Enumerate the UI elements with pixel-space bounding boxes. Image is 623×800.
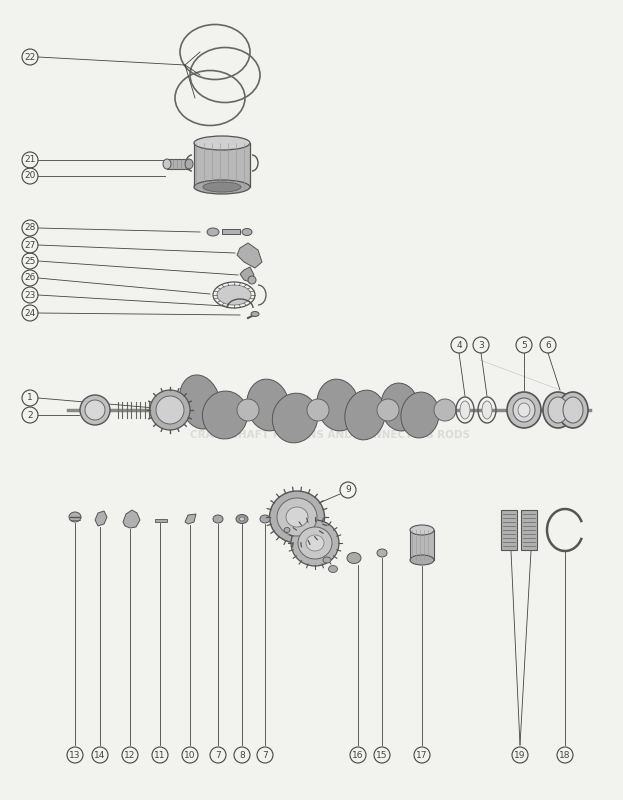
Text: 23: 23: [24, 290, 36, 299]
Ellipse shape: [272, 393, 318, 443]
Ellipse shape: [291, 520, 339, 566]
Text: 25: 25: [24, 257, 36, 266]
Ellipse shape: [377, 549, 387, 557]
Bar: [501, 510, 517, 550]
Ellipse shape: [377, 399, 399, 421]
Ellipse shape: [307, 399, 329, 421]
Ellipse shape: [248, 276, 256, 284]
Ellipse shape: [323, 557, 331, 563]
Ellipse shape: [194, 180, 250, 194]
Ellipse shape: [317, 379, 359, 431]
Bar: [410, 530, 434, 560]
Text: 19: 19: [514, 750, 526, 759]
Text: 10: 10: [184, 750, 196, 759]
Ellipse shape: [507, 392, 541, 428]
Text: 1: 1: [27, 394, 33, 402]
Ellipse shape: [150, 390, 190, 430]
Text: 22: 22: [24, 53, 36, 62]
Ellipse shape: [410, 555, 434, 565]
Ellipse shape: [239, 517, 244, 521]
Text: 14: 14: [94, 750, 106, 759]
Ellipse shape: [563, 397, 583, 423]
Ellipse shape: [286, 507, 308, 527]
Text: 21: 21: [24, 155, 36, 165]
Ellipse shape: [185, 159, 193, 169]
Ellipse shape: [306, 535, 324, 551]
Ellipse shape: [236, 514, 248, 523]
Ellipse shape: [543, 392, 573, 428]
Polygon shape: [185, 514, 196, 524]
Ellipse shape: [460, 401, 470, 419]
Ellipse shape: [482, 401, 492, 419]
Ellipse shape: [194, 136, 250, 150]
Ellipse shape: [277, 498, 317, 536]
Text: 17: 17: [416, 750, 428, 759]
Ellipse shape: [242, 229, 252, 235]
Text: 8: 8: [239, 750, 245, 759]
Text: 7: 7: [215, 750, 221, 759]
Bar: [155, 519, 167, 522]
Ellipse shape: [513, 398, 535, 422]
Text: 2: 2: [27, 410, 33, 419]
Text: 9: 9: [345, 486, 351, 494]
Ellipse shape: [85, 400, 105, 420]
Ellipse shape: [401, 392, 439, 438]
Text: 18: 18: [559, 750, 571, 759]
Text: 12: 12: [125, 750, 136, 759]
Text: 28: 28: [24, 223, 36, 233]
Text: 11: 11: [155, 750, 166, 759]
Ellipse shape: [213, 515, 223, 523]
Bar: [167, 159, 189, 169]
Ellipse shape: [345, 390, 385, 440]
Ellipse shape: [202, 391, 247, 439]
Polygon shape: [95, 511, 107, 526]
Text: 26: 26: [24, 274, 36, 282]
Ellipse shape: [247, 379, 289, 431]
Text: 7: 7: [262, 750, 268, 759]
Ellipse shape: [163, 159, 171, 169]
Text: 6: 6: [545, 341, 551, 350]
Text: 5: 5: [521, 341, 527, 350]
Bar: [521, 510, 537, 550]
Text: 4: 4: [456, 341, 462, 350]
Ellipse shape: [434, 399, 456, 421]
Ellipse shape: [298, 527, 332, 559]
Text: 3: 3: [478, 341, 484, 350]
Text: 24: 24: [24, 309, 36, 318]
Ellipse shape: [80, 395, 110, 425]
Ellipse shape: [381, 383, 419, 431]
Text: 20: 20: [24, 171, 36, 181]
Ellipse shape: [518, 403, 530, 417]
Polygon shape: [123, 510, 140, 528]
Polygon shape: [240, 267, 254, 282]
Ellipse shape: [251, 311, 259, 317]
Ellipse shape: [558, 392, 588, 428]
Ellipse shape: [270, 491, 325, 543]
Ellipse shape: [207, 228, 219, 236]
Ellipse shape: [284, 527, 290, 533]
Ellipse shape: [159, 399, 181, 421]
Bar: [222, 229, 240, 234]
Ellipse shape: [410, 525, 434, 535]
Ellipse shape: [156, 396, 184, 424]
Polygon shape: [237, 243, 262, 268]
Ellipse shape: [347, 553, 361, 563]
Ellipse shape: [328, 566, 338, 573]
Ellipse shape: [217, 285, 251, 305]
Text: 13: 13: [69, 750, 81, 759]
Text: 16: 16: [352, 750, 364, 759]
Ellipse shape: [237, 399, 259, 421]
Ellipse shape: [260, 515, 270, 523]
Text: CRANKSHAFT PISTONS AND CONNECTING RODS: CRANKSHAFT PISTONS AND CONNECTING RODS: [190, 430, 470, 440]
Ellipse shape: [69, 512, 81, 522]
Ellipse shape: [179, 375, 221, 429]
Ellipse shape: [203, 182, 241, 192]
Ellipse shape: [548, 397, 568, 423]
Text: 27: 27: [24, 241, 36, 250]
Bar: [194, 143, 250, 187]
Text: 15: 15: [376, 750, 388, 759]
